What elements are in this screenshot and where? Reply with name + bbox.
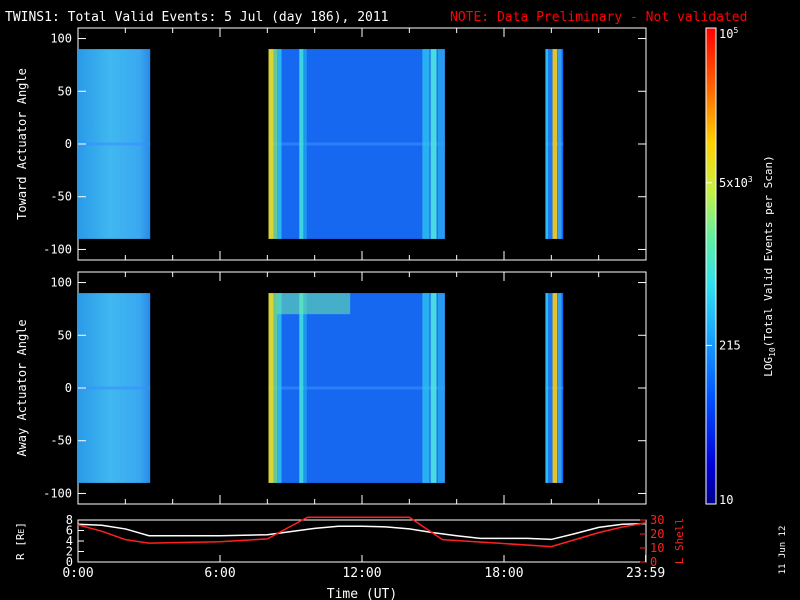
radius-tick-label: 8 <box>66 513 73 527</box>
colorbar-ticks: 105 5x103 215 10 <box>706 26 753 507</box>
heatmap-stripe <box>548 293 552 483</box>
away-heatmap <box>78 293 564 483</box>
y-tick-label: 0 <box>65 381 72 395</box>
lshell-tick-label: 20 <box>650 527 664 541</box>
zero-angle-band <box>268 386 445 390</box>
heatmap-stripe <box>557 49 562 239</box>
y-tick-label: 100 <box>50 276 72 290</box>
colorbar-tick-label: 105 <box>719 26 738 41</box>
heatmap-stripe <box>273 49 278 239</box>
time-tick-label: 6:00 <box>204 566 235 581</box>
time-tick-label: 0:00 <box>62 566 93 581</box>
y-tick-label: 50 <box>58 328 72 342</box>
time-tick-label: 18:00 <box>484 566 523 581</box>
y-tick-label: 0 <box>65 137 72 151</box>
colorbar: 105 5x103 215 10 LOG10(Total Valid Events p… <box>705 26 777 507</box>
heatmap-stripe <box>304 293 307 483</box>
away-axes: 100 50 0 -50 -100 <box>43 272 647 504</box>
colorbar-tick-label: 5x103 <box>719 175 753 190</box>
toward-heatmap <box>78 49 564 239</box>
heatmap-stripe <box>273 293 278 483</box>
heatmap-stripe <box>304 49 307 239</box>
time-xlabel: Time (UT) <box>327 587 397 600</box>
zero-angle-band <box>78 142 151 146</box>
plot-title: TWINS1: Total Valid Events: 5 Jul (day 1… <box>5 10 389 25</box>
colorbar-label: LOG10(Total Valid Events per Scan) <box>762 155 777 377</box>
lshell-tick-label: 30 <box>650 513 664 527</box>
zero-angle-band <box>78 386 151 390</box>
away-angle-ylabel: Away Actuator Angle <box>15 319 29 456</box>
heatmap-stripe <box>277 293 282 483</box>
radius-tick-label: 0 <box>66 555 73 569</box>
radius-tick-label: 2 <box>66 545 73 559</box>
lshell-tick-label: 0 <box>650 555 657 569</box>
heatmap-stripe <box>557 293 562 483</box>
heatmap-stripe <box>548 49 552 239</box>
heatmap-stripe <box>552 293 558 483</box>
zero-angle-band <box>268 142 445 146</box>
y-tick-label: 100 <box>50 32 72 46</box>
colorbar-scale <box>705 27 717 505</box>
time-tick-label: 12:00 <box>342 566 381 581</box>
lshell-ylabel: L Shell <box>673 518 686 564</box>
heatmap-stripe <box>545 293 549 483</box>
heatmap-stripe <box>299 49 304 239</box>
colorbar-tick-label: 215 <box>719 338 741 352</box>
heatmap-stripe <box>277 49 282 239</box>
y-tick-label: -100 <box>43 242 72 256</box>
toward-angle-ylabel: Toward Actuator Angle <box>15 68 29 220</box>
time-tick-label: 23:59 <box>626 566 665 581</box>
y-tick-label: -50 <box>50 190 72 204</box>
heatmap-stripe <box>268 49 274 239</box>
lshell-tick-label: 10 <box>650 541 664 555</box>
radius-series-line <box>77 522 647 541</box>
y-tick-label: -100 <box>43 486 72 500</box>
heatmap-stripe <box>268 293 274 483</box>
generation-date: 11 Jun 12 <box>778 526 788 575</box>
y-tick-label: -50 <box>50 434 72 448</box>
toward-angle-panel: 100 50 0 -50 -100 Toward Actuator Angle <box>15 27 647 261</box>
heatmap-stripe <box>552 49 558 239</box>
heatmap-stripe <box>422 293 430 483</box>
radius-tick-label: 6 <box>66 524 73 538</box>
y-tick-label: 50 <box>58 84 72 98</box>
preliminary-note: NOTE: Data Preliminary - Not validated <box>450 10 747 25</box>
radius-tick-label: 4 <box>66 534 73 548</box>
heatmap-stripe <box>422 49 430 239</box>
heatmap-stripe <box>430 293 437 483</box>
lshell-series-line <box>77 516 647 548</box>
colorbar-tick-label: 10 <box>719 493 733 507</box>
orbit-lines <box>77 516 647 548</box>
radius-ylabel: R [RE] <box>14 522 27 560</box>
heatmap-stripe <box>545 49 549 239</box>
heatmap-stripe <box>299 293 304 483</box>
high-angle-band <box>276 293 351 315</box>
heatmap-stripe <box>437 49 445 239</box>
toward-axes: 100 50 0 -50 -100 <box>43 28 647 260</box>
away-angle-panel: 100 50 0 -50 -100 Away Actuator Angle <box>15 271 647 505</box>
heatmap-stripe <box>430 49 437 239</box>
heatmap-stripe <box>437 293 445 483</box>
